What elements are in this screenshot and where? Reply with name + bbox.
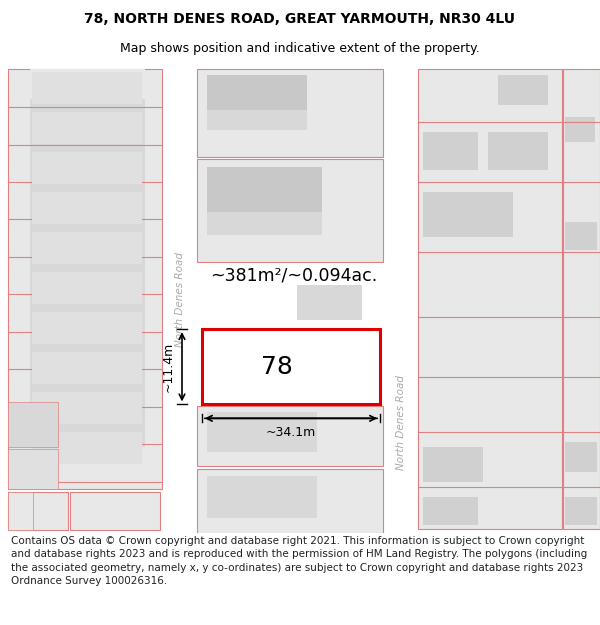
Bar [32, 72, 142, 104]
Bar [32, 192, 142, 224]
Text: Contains OS data © Crown copyright and database right 2021. This information is : Contains OS data © Crown copyright and d… [11, 536, 587, 586]
Bar [563, 69, 600, 529]
Bar [207, 75, 307, 110]
Text: ~34.1m: ~34.1m [266, 426, 316, 439]
Text: North Denes Road: North Denes Road [395, 375, 406, 470]
Text: 78, NORTH DENES ROAD, GREAT YARMOUTH, NR30 4LU: 78, NORTH DENES ROAD, GREAT YARMOUTH, NR… [85, 12, 515, 26]
Bar [418, 69, 562, 529]
Bar [423, 498, 478, 526]
Bar [498, 75, 548, 105]
Bar [297, 285, 362, 320]
Bar [8, 449, 58, 489]
Text: Map shows position and indicative extent of the property.: Map shows position and indicative extent… [120, 42, 480, 54]
Bar [0, 67, 8, 532]
Bar [8, 492, 33, 531]
Text: 78: 78 [261, 355, 293, 379]
Bar [488, 132, 548, 170]
Bar [565, 498, 597, 526]
Bar [423, 192, 513, 237]
Bar [32, 432, 142, 464]
Bar [565, 442, 597, 472]
Bar [207, 75, 307, 130]
Bar [8, 492, 68, 531]
Text: North Denes Road: North Denes Road [175, 252, 185, 347]
Bar [207, 476, 317, 519]
Bar [32, 312, 142, 344]
Bar [30, 69, 145, 448]
Bar [70, 492, 160, 531]
Bar [207, 412, 317, 452]
Text: ~381m²/~0.094ac.: ~381m²/~0.094ac. [210, 266, 377, 284]
Bar [563, 67, 600, 532]
Bar [197, 406, 383, 466]
Bar [32, 272, 142, 304]
Bar [202, 329, 380, 404]
Bar [32, 232, 142, 264]
Text: ~11.4m: ~11.4m [161, 342, 175, 392]
Bar [8, 402, 58, 448]
Bar [30, 69, 145, 99]
Bar [565, 117, 595, 142]
Bar [8, 69, 162, 489]
Bar [197, 159, 383, 262]
Bar [207, 167, 322, 235]
Bar [32, 392, 142, 424]
Bar [32, 352, 142, 384]
Bar [32, 152, 142, 184]
Bar [197, 469, 383, 534]
Bar [207, 167, 322, 212]
Bar [423, 132, 478, 170]
Bar [423, 448, 483, 482]
Bar [565, 222, 597, 250]
Bar [197, 69, 383, 157]
Bar [163, 67, 197, 532]
Bar [32, 112, 142, 144]
Bar [383, 67, 418, 532]
